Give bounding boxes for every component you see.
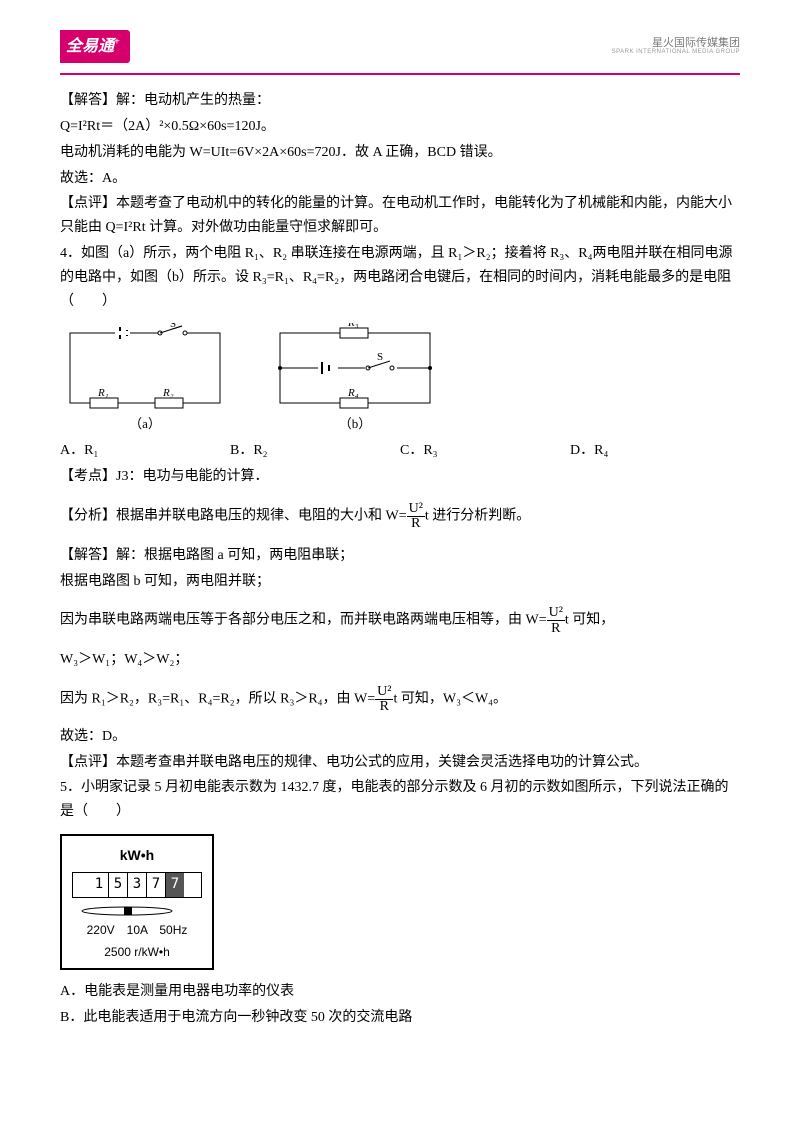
formula-den: R bbox=[549, 621, 562, 636]
q5-opt-a: A．电能表是测量用电器电功率的仪表 bbox=[60, 980, 740, 1004]
header-right-main: 星火国际传媒集团 bbox=[612, 37, 740, 49]
logo-badge: 全易通+ bbox=[60, 30, 130, 63]
opt-b: B．R₂ bbox=[230, 439, 400, 463]
jieda4-5-post: t 可知，W₃＜W₄。 bbox=[393, 692, 507, 707]
formula-u2r-3: U²R bbox=[375, 684, 393, 715]
meter-disc-icon bbox=[72, 904, 182, 918]
q-select-line: 故选：A。 bbox=[60, 167, 740, 191]
answer-label: 【解答】解：电动机产生的热量： bbox=[60, 89, 740, 113]
opt-d: D．R₄ bbox=[570, 439, 740, 463]
jieda4-3-post: t 可知， bbox=[565, 613, 614, 628]
jieda4-2: 根据电路图 b 可知，两电阻并联； bbox=[60, 570, 740, 594]
fenxi4-post: t 进行分析判断。 bbox=[425, 509, 530, 524]
jieda4-3: 因为串联电路两端电压等于各部分电压之和，而并联电路两端电压相等，由 W=U²Rt… bbox=[60, 605, 740, 636]
digit-1: 1 bbox=[90, 873, 109, 897]
q4-options: A．R₁ B．R₂ C．R₃ D．R₄ bbox=[60, 439, 740, 463]
circuit-a-svg: S R₁ R₂ bbox=[60, 323, 230, 413]
svg-text:R₂: R₂ bbox=[162, 387, 174, 399]
figures: S R₁ R₂ （a） R₃ bbox=[60, 323, 740, 435]
q-formula-line: Q=I²Rt＝（2A）²×0.5Ω×60s=120J。 bbox=[60, 115, 740, 139]
q-energy-line: 电动机消耗的电能为 W=UIt=6V×2A×60s=720J．故 A 正确，BC… bbox=[60, 141, 740, 165]
jieda4-1: 【解答】解：根据电路图 a 可知，两电阻串联； bbox=[60, 544, 740, 568]
formula-num: U² bbox=[375, 684, 393, 700]
svg-text:R₃: R₃ bbox=[347, 323, 359, 329]
digit-3: 3 bbox=[128, 873, 147, 897]
jieda4-4: W₃＞W₁；W₄＞W₂； bbox=[60, 648, 740, 672]
energy-meter: kW•h 1 5 3 7 7 220V 10A 50Hz 2500 r/kW•h bbox=[60, 834, 214, 970]
formula-u2r-2: U²R bbox=[547, 605, 565, 636]
switch-s-label: S bbox=[170, 323, 176, 330]
meter-digits: 1 5 3 7 7 bbox=[72, 872, 202, 898]
opt-a: A．R₁ bbox=[60, 439, 230, 463]
formula-num: U² bbox=[407, 501, 425, 517]
fig-a-caption: （a） bbox=[60, 413, 230, 435]
header-rule bbox=[60, 73, 740, 75]
formula-num: U² bbox=[547, 605, 565, 621]
logo-plus: + bbox=[114, 37, 120, 48]
fenxi4-pre: 【分析】根据串并联电路电压的规律、电阻的大小和 W= bbox=[60, 509, 407, 524]
formula-u2r-1: U²R bbox=[407, 501, 425, 532]
svg-text:R₁: R₁ bbox=[97, 387, 109, 399]
q5-opt-b: B．此电能表适用于电流方向一秒钟改变 50 次的交流电路 bbox=[60, 1006, 740, 1030]
figure-b: R₃ S R₄ （b） bbox=[270, 323, 440, 435]
dianping-4: 【点评】本题考查串并联电路电压的规律、电功公式的应用，关键会灵活选择电功的计算公… bbox=[60, 751, 740, 775]
header-right: 星火国际传媒集团 SPARK INTERNATIONAL MEDIA GROUP bbox=[612, 37, 740, 56]
fig-b-caption: （b） bbox=[270, 413, 440, 435]
meter-unit: kW•h bbox=[72, 844, 202, 868]
q4-stem: 4．如图（a）所示，两个电阻 R₁、R₂ 串联连接在电源两端，且 R₁＞R₂；接… bbox=[60, 242, 740, 313]
q5-stem: 5．小明家记录 5 月初电能表示数为 1432.7 度，电能表的部分示数及 6 … bbox=[60, 776, 740, 824]
digit-2: 5 bbox=[109, 873, 128, 897]
formula-den: R bbox=[378, 699, 391, 714]
svg-text:S: S bbox=[377, 351, 383, 363]
header-right-sub: SPARK INTERNATIONAL MEDIA GROUP bbox=[612, 49, 740, 56]
jieda4-5: 因为 R₁＞R₂，R₃=R₁、R₄=R₂，所以 R₃＞R₄，由 W=U²Rt 可… bbox=[60, 684, 740, 715]
meter-spec1: 220V 10A 50Hz bbox=[72, 920, 202, 940]
fenxi-4: 【分析】根据串并联电路电压的规律、电阻的大小和 W=U²Rt 进行分析判断。 bbox=[60, 501, 740, 532]
jieda4-6: 故选：D。 bbox=[60, 725, 740, 749]
digit-4: 7 bbox=[147, 873, 166, 897]
logo-text: 全易通 bbox=[66, 38, 114, 55]
kaodian-4: 【考点】J3：电功与电能的计算． bbox=[60, 465, 740, 489]
meter-spec2: 2500 r/kW•h bbox=[72, 942, 202, 962]
formula-den: R bbox=[409, 516, 422, 531]
figure-a: S R₁ R₂ （a） bbox=[60, 323, 230, 435]
page: 全易通+ 星火国际传媒集团 SPARK INTERNATIONAL MEDIA … bbox=[0, 0, 800, 1072]
digit-5: 7 bbox=[166, 873, 184, 897]
opt-c: C．R₃ bbox=[400, 439, 570, 463]
jieda4-5-pre: 因为 R₁＞R₂，R₃=R₁、R₄=R₂，所以 R₃＞R₄，由 W= bbox=[60, 692, 375, 707]
jieda4-3-pre: 因为串联电路两端电压等于各部分电压之和，而并联电路两端电压相等，由 W= bbox=[60, 613, 547, 628]
header: 全易通+ 星火国际传媒集团 SPARK INTERNATIONAL MEDIA … bbox=[60, 30, 740, 63]
circuit-b-svg: R₃ S R₄ bbox=[270, 323, 440, 413]
dianping-1: 【点评】本题考查了电动机中的转化的能量的计算。在电动机工作时，电能转化为了机械能… bbox=[60, 192, 740, 240]
svg-text:R₄: R₄ bbox=[347, 387, 359, 399]
